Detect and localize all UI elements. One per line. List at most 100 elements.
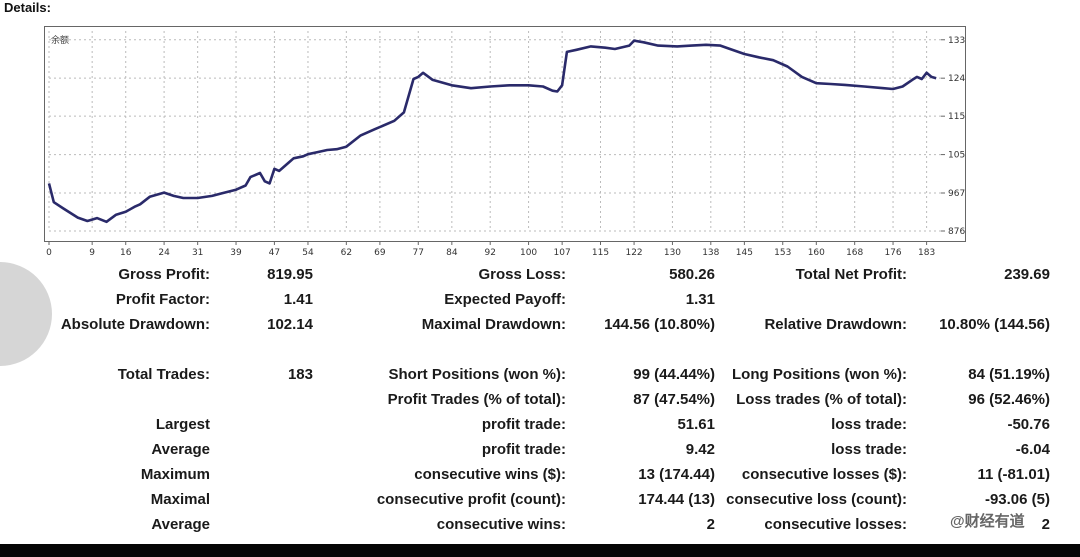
stats-row-trades: Total Trades: 183 Short Positions (won %… bbox=[0, 366, 1080, 391]
max-consecutive-wins-value: 13 (174.44) bbox=[638, 466, 715, 483]
stats-row-maximum: Maximum consecutive wins ($): 13 (174.44… bbox=[0, 466, 1080, 491]
average-consecutive-wins-label: consecutive wins: bbox=[436, 516, 566, 533]
average-consecutive-losses-value: 2 bbox=[1041, 516, 1050, 533]
maximal-label: Maximal bbox=[150, 491, 210, 508]
stats-row-average-consecutive: Average consecutive wins: 2 consecutive … bbox=[0, 516, 1080, 541]
short-positions-value: 99 (44.44%) bbox=[633, 366, 715, 383]
chart-legend-label: 余额 bbox=[51, 34, 69, 46]
profit-trades-label: Profit Trades (% of total): bbox=[387, 391, 566, 408]
maximal-consecutive-loss-value: -93.06 (5) bbox=[984, 491, 1050, 508]
short-positions-label: Short Positions (won %): bbox=[388, 366, 567, 383]
relative-drawdown-value: 10.80% (144.56) bbox=[939, 316, 1050, 333]
x-tick-label: 176 bbox=[884, 248, 901, 258]
average-consecutive-wins-value: 2 bbox=[706, 516, 715, 533]
total-net-profit-value: 239.69 bbox=[1004, 266, 1050, 283]
profit-factor-label: Profit Factor: bbox=[115, 291, 210, 308]
x-tick-label: 115 bbox=[592, 248, 609, 258]
gross-loss-label: Gross Loss: bbox=[478, 266, 566, 283]
x-tick-label: 100 bbox=[520, 248, 537, 258]
x-tick-label: 16 bbox=[120, 248, 132, 258]
average-profit-trade-label: profit trade: bbox=[481, 441, 566, 458]
details-title: Details: bbox=[4, 0, 51, 15]
y-tick-label: 1334 bbox=[948, 36, 965, 46]
maximal-drawdown-label: Maximal Drawdown: bbox=[421, 316, 566, 333]
absolute-drawdown-value: 102.14 bbox=[267, 316, 313, 333]
x-tick-label: 107 bbox=[554, 248, 571, 258]
gross-loss-value: 580.26 bbox=[669, 266, 715, 283]
x-tick-label: 69 bbox=[374, 248, 386, 258]
maximal-drawdown-value: 144.56 (10.80%) bbox=[604, 316, 715, 333]
max-consecutive-losses-value: 11 (-81.01) bbox=[977, 466, 1050, 483]
stats-row-average: Average profit trade: 9.42 loss trade: -… bbox=[0, 441, 1080, 466]
maximum-label: Maximum bbox=[140, 466, 210, 483]
stats-row-maximal: Maximal consecutive profit (count): 174.… bbox=[0, 491, 1080, 516]
x-tick-label: 122 bbox=[625, 248, 642, 258]
x-tick-label: 24 bbox=[158, 248, 170, 258]
x-tick-label: 92 bbox=[484, 248, 495, 258]
x-tick-label: 54 bbox=[302, 248, 314, 258]
y-tick-label: 876 bbox=[948, 227, 965, 237]
largest-loss-trade-label: loss trade: bbox=[831, 416, 907, 433]
maximal-consecutive-profit-label: consecutive profit (count): bbox=[376, 491, 566, 508]
average-label: Average bbox=[151, 441, 210, 458]
expected-payoff-value: 1.31 bbox=[685, 291, 715, 308]
x-tick-label: 160 bbox=[808, 248, 825, 258]
x-tick-label: 62 bbox=[341, 248, 352, 258]
chart-series bbox=[47, 39, 937, 224]
y-tick-label: 967 bbox=[948, 189, 965, 199]
gross-profit-label: Gross Profit: bbox=[118, 266, 210, 283]
long-positions-label: Long Positions (won %): bbox=[732, 366, 907, 383]
balance-series-line bbox=[47, 39, 937, 224]
average-loss-trade-label: loss trade: bbox=[831, 441, 907, 458]
watermark: @财经有道 bbox=[946, 510, 1029, 531]
x-tick-label: 153 bbox=[774, 248, 791, 258]
x-tick-label: 138 bbox=[702, 248, 719, 258]
average-loss-trade-value: -6.04 bbox=[1015, 441, 1050, 458]
stats-row-factor: Profit Factor: 1.41 Expected Payoff: 1.3… bbox=[0, 291, 1080, 316]
x-tick-label: 39 bbox=[230, 248, 242, 258]
average-consecutive-label: Average bbox=[151, 516, 210, 533]
total-net-profit-label: Total Net Profit: bbox=[795, 266, 907, 283]
loss-trades-value: 96 (52.46%) bbox=[968, 391, 1050, 408]
x-tick-label: 145 bbox=[736, 248, 753, 258]
loss-trades-label: Loss trades (% of total): bbox=[736, 391, 907, 408]
long-positions-value: 84 (51.19%) bbox=[968, 366, 1050, 383]
x-tick-label: 0 bbox=[46, 248, 52, 258]
x-tick-label: 84 bbox=[446, 248, 458, 258]
total-trades-value: 183 bbox=[287, 366, 313, 383]
largest-profit-trade-label: profit trade: bbox=[481, 416, 566, 433]
x-tick-label: 9 bbox=[89, 248, 95, 258]
profit-trades-value: 87 (47.54%) bbox=[633, 391, 715, 408]
x-tick-label: 183 bbox=[918, 248, 935, 258]
absolute-drawdown-label: Absolute Drawdown: bbox=[60, 316, 210, 333]
stats-row-drawdown: Absolute Drawdown: 102.14 Maximal Drawdo… bbox=[0, 316, 1080, 341]
bottom-bar bbox=[0, 544, 1080, 557]
average-profit-trade-value: 9.42 bbox=[685, 441, 715, 458]
max-consecutive-wins-label: consecutive wins ($): bbox=[414, 466, 566, 483]
chart-grid bbox=[48, 31, 941, 232]
stats-row-gross: Gross Profit: 819.95 Gross Loss: 580.26 … bbox=[0, 266, 1080, 291]
max-consecutive-losses-label: consecutive losses ($): bbox=[741, 466, 907, 483]
relative-drawdown-label: Relative Drawdown: bbox=[764, 316, 907, 333]
largest-loss-trade-value: -50.76 bbox=[1007, 416, 1050, 433]
total-trades-label: Total Trades: bbox=[117, 366, 210, 383]
x-tick-label: 168 bbox=[846, 248, 863, 258]
x-tick-label: 31 bbox=[192, 248, 203, 258]
maximal-consecutive-loss-label: consecutive loss (count): bbox=[726, 491, 907, 508]
y-tick-label: 1242 bbox=[948, 74, 965, 84]
expected-payoff-label: Expected Payoff: bbox=[444, 291, 566, 308]
profit-factor-value: 1.41 bbox=[283, 291, 313, 308]
x-tick-label: 47 bbox=[269, 248, 280, 258]
x-tick-label: 77 bbox=[413, 248, 424, 258]
largest-label: Largest bbox=[155, 416, 210, 433]
gross-profit-value: 819.95 bbox=[267, 266, 313, 283]
stats-row-profit-loss-trades: Profit Trades (% of total): 87 (47.54%) … bbox=[0, 391, 1080, 416]
x-axis-labels: 0 9 16 24 31 39 47 54 62 69 77 84 92 100 107 115 122 130 1… bbox=[46, 242, 935, 258]
stats-row-largest: Largest profit trade: 51.61 loss trade: … bbox=[0, 416, 1080, 441]
average-consecutive-losses-label: consecutive losses: bbox=[764, 516, 907, 533]
